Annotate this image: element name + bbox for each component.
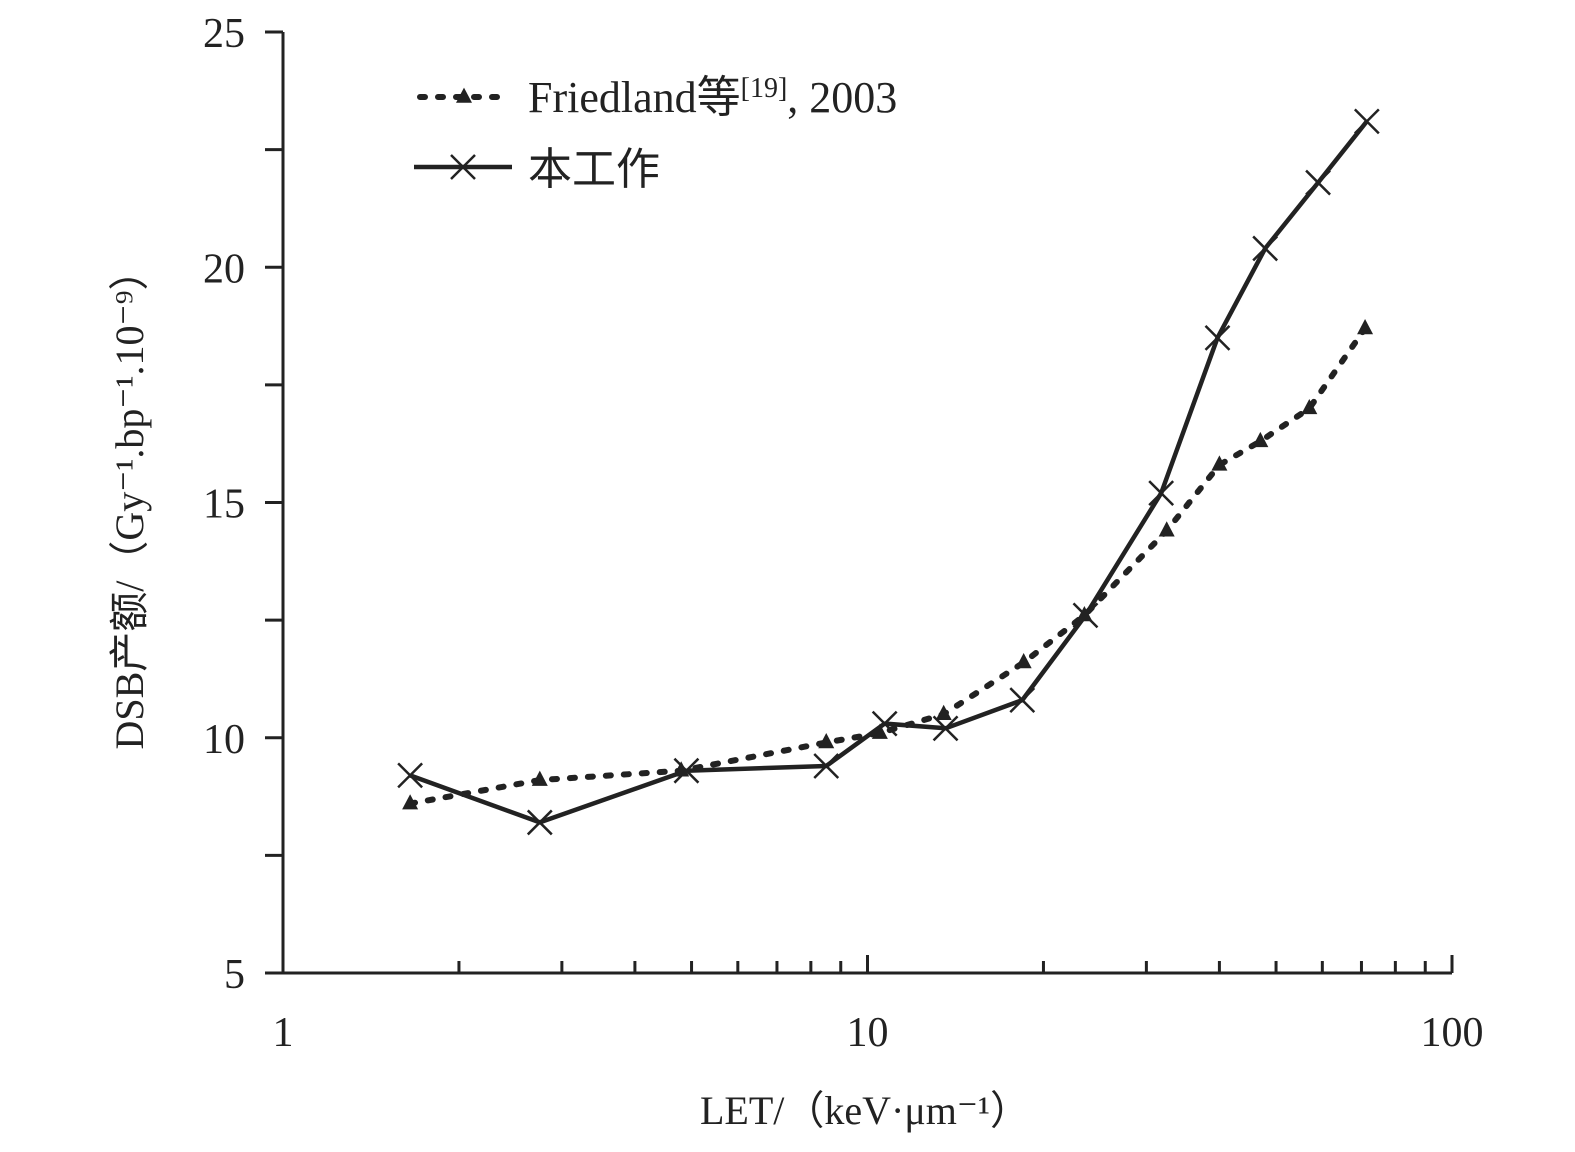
data-point-this-work bbox=[526, 809, 553, 836]
x-tick-label: 100 bbox=[1421, 1010, 1484, 1056]
x-marker-stroke bbox=[1204, 324, 1231, 351]
data-point-this-work bbox=[1204, 324, 1231, 351]
x-axis-label: LET/（keV·μm⁻¹） bbox=[700, 1088, 1030, 1133]
x-marker-stroke bbox=[673, 757, 700, 784]
x-marker-stroke bbox=[871, 710, 898, 737]
legend-label-friedland: Friedland等[19], 2003 bbox=[528, 73, 897, 122]
data-point-friedland bbox=[1301, 398, 1318, 415]
y-tick-label: 25 bbox=[203, 11, 245, 57]
axes: 5 10 15 20 25 1 10 100 bbox=[203, 11, 1484, 1056]
data-point-friedland bbox=[1252, 431, 1269, 448]
legend-label-friedland-ref: [19] bbox=[741, 73, 788, 104]
data-point-this-work bbox=[871, 710, 898, 737]
series-line-friedland bbox=[407, 325, 1369, 807]
data-point-this-work bbox=[932, 715, 959, 742]
x-marker-stroke bbox=[1252, 235, 1279, 262]
data-point-friedland bbox=[818, 733, 835, 749]
data-point-this-work bbox=[813, 753, 840, 779]
legend-sample-friedland bbox=[417, 87, 508, 103]
y-tick-label: 15 bbox=[203, 482, 245, 528]
legend: Friedland等[19], 2003 本工作 bbox=[414, 73, 897, 194]
x-marker-stroke bbox=[1305, 169, 1331, 196]
legend-label-this-work: 本工作 bbox=[528, 145, 660, 194]
legend-label-friedland-main: Friedland等 bbox=[528, 73, 741, 122]
data-point-this-work bbox=[1305, 169, 1331, 196]
x-ticks: 1 10 100 bbox=[273, 955, 1484, 1056]
data-point-this-work bbox=[1353, 108, 1380, 135]
data-point-friedland bbox=[1158, 521, 1175, 537]
legend-marker-this-work bbox=[450, 154, 476, 180]
data-point-this-work bbox=[673, 757, 700, 784]
data-point-this-work bbox=[1252, 235, 1279, 262]
y-tick-label: 20 bbox=[203, 246, 245, 292]
data-point-this-work bbox=[1072, 602, 1099, 629]
x-tick-label: 1 bbox=[273, 1010, 294, 1056]
data-point-friedland bbox=[935, 704, 952, 721]
data-point-this-work bbox=[1148, 480, 1175, 506]
data-point-friedland bbox=[402, 794, 419, 810]
data-point-this-work bbox=[397, 762, 424, 789]
series-friedland bbox=[402, 318, 1374, 810]
x-marker-stroke bbox=[1072, 602, 1099, 629]
series-this-work bbox=[397, 108, 1380, 836]
x-marker-stroke bbox=[397, 762, 424, 789]
legend-marker-friedland bbox=[456, 87, 472, 103]
data-point-this-work bbox=[1009, 687, 1036, 713]
x-marker-stroke bbox=[450, 154, 476, 180]
series-layer bbox=[397, 108, 1380, 836]
x-marker-stroke bbox=[813, 753, 840, 779]
y-tick-label: 5 bbox=[224, 952, 245, 998]
legend-item-friedland: Friedland等[19], 2003 bbox=[417, 73, 897, 122]
x-tick-label: 10 bbox=[847, 1010, 889, 1056]
data-point-friedland bbox=[531, 770, 548, 786]
y-tick-label: 10 bbox=[203, 717, 245, 763]
x-marker-stroke bbox=[1148, 480, 1175, 506]
y-axis-label: DSB产额/（Gy⁻¹.bp⁻¹.10⁻⁹） bbox=[107, 250, 152, 749]
x-marker-stroke bbox=[526, 809, 553, 836]
data-point-friedland bbox=[871, 723, 888, 739]
legend-sample-this-work bbox=[414, 154, 512, 180]
data-point-friedland bbox=[1357, 318, 1374, 335]
x-marker-stroke bbox=[1353, 108, 1380, 135]
x-marker-stroke bbox=[1009, 687, 1036, 713]
y-ticks: 5 10 15 20 25 bbox=[203, 11, 283, 998]
legend-label-friedland-tail: , 2003 bbox=[787, 73, 897, 122]
x-marker-stroke bbox=[932, 715, 959, 742]
data-point-friedland bbox=[1015, 653, 1032, 669]
data-point-friedland bbox=[1211, 455, 1228, 471]
legend-item-this-work: 本工作 bbox=[414, 145, 660, 194]
series-line-this-work bbox=[409, 119, 1369, 825]
